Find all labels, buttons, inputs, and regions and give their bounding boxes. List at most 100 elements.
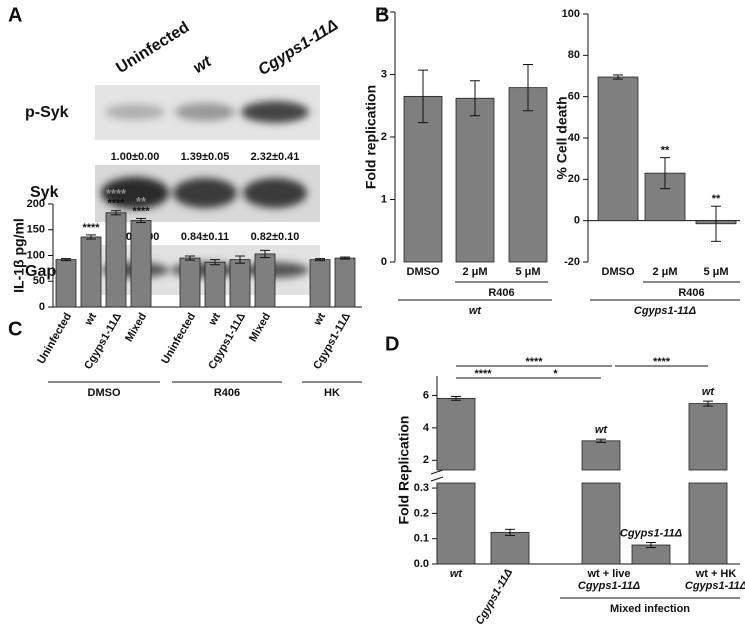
bracket-label: ****	[474, 368, 492, 380]
bar	[309, 259, 331, 308]
bar	[490, 531, 530, 565]
y-axis-label: IL-1β pg/ml	[11, 218, 27, 293]
band	[241, 101, 309, 123]
bar	[436, 482, 476, 565]
x-tick-label: wt	[206, 311, 223, 329]
x-tick-label: 5 μM	[515, 266, 540, 278]
y-tick-label: 4	[423, 422, 430, 434]
bracket-label: ****	[653, 356, 671, 368]
y-tick-label: 60	[568, 91, 580, 103]
x-tick-label: Cgyps1-11Δ	[685, 580, 745, 592]
y-tick-label: 80	[568, 49, 580, 61]
y-tick-label: 3	[381, 68, 387, 80]
x-tick-label: DMSO	[407, 266, 440, 278]
y-tick-label: 4	[381, 6, 388, 18]
y-tick-label: 2	[423, 454, 429, 466]
row-label: p-Syk	[25, 104, 69, 121]
bar	[179, 257, 201, 308]
x-tick-label: Uninfected	[35, 311, 74, 366]
bar	[436, 397, 476, 471]
bar	[508, 87, 548, 263]
bar	[688, 403, 728, 471]
bar	[229, 259, 251, 308]
y-axis-label: % Cell death	[554, 96, 570, 179]
bar	[334, 257, 356, 308]
group-label: HK	[324, 387, 340, 399]
bar-label: wt	[702, 386, 716, 398]
y-tick-label: 40	[568, 132, 580, 144]
x-tick-label: wt + live	[586, 568, 630, 580]
significance: **	[661, 145, 670, 157]
bracket-label: *	[553, 368, 558, 380]
y-tick-label: 1	[381, 193, 387, 205]
lane-label: Cgyps1-11Δ	[255, 16, 341, 79]
bar	[80, 236, 102, 308]
y-tick-label: 0.0	[414, 558, 429, 570]
panel-letter: D	[385, 333, 399, 355]
panel-letter: B	[375, 4, 389, 26]
bar	[597, 76, 639, 222]
bar-label: Cgyps1-11Δ	[620, 527, 682, 539]
bracket-label: ****	[525, 356, 543, 368]
x-tick-label: Mixed	[247, 311, 273, 344]
blot: Uninfected wt Cgyps1-11Δ p-Syk Syk Gapdh…	[25, 16, 341, 295]
quantification: 0.84±0.11	[181, 231, 229, 243]
bar	[581, 440, 621, 471]
significance: **	[712, 193, 721, 205]
x-tick-label: wt	[311, 311, 328, 329]
group-label: Cgyps1-11Δ	[634, 305, 696, 317]
bar	[55, 259, 77, 308]
x-tick-label: Uninfected	[159, 311, 198, 366]
y-tick-label: 150	[27, 224, 45, 236]
y-tick-label: 200	[27, 198, 45, 210]
y-tick-label: 0.2	[414, 507, 429, 519]
x-tick-label: 2 μM	[462, 266, 487, 278]
band	[175, 103, 235, 121]
y-tick-label: 50	[33, 275, 45, 287]
bar	[105, 212, 127, 308]
x-tick-label: 5 μM	[703, 266, 728, 278]
y-axis-label: Fold Replication	[396, 416, 412, 525]
quantification: 2.32±0.41	[251, 151, 300, 163]
group-label: R406	[678, 287, 704, 299]
y-tick-label: 100	[562, 8, 580, 20]
x-tick-label: wt + HK	[695, 568, 737, 580]
significance: ****	[82, 222, 100, 234]
group-label: R406	[214, 387, 240, 399]
band	[105, 104, 165, 120]
y-tick-label: 0	[381, 256, 387, 268]
significance: **	[136, 194, 147, 209]
y-tick-label: 0.3	[414, 482, 429, 494]
y-axis-label: Fold replication	[363, 85, 379, 189]
x-tick-label: Cgyps1-11Δ	[578, 580, 640, 592]
quantification: 0.82±0.10	[251, 231, 300, 243]
significance: ****	[132, 205, 150, 217]
bar-label: wt	[595, 424, 609, 436]
axis-break	[430, 469, 444, 482]
y-tick-label: 100	[27, 249, 45, 261]
y-tick-label: 20	[568, 173, 580, 185]
x-tick-label: 2 μM	[652, 266, 677, 278]
x-tick-label: wt	[450, 568, 464, 580]
band	[243, 178, 307, 208]
band	[173, 178, 237, 208]
lane-label: Uninfected	[113, 19, 192, 77]
y-tick-label: 2	[381, 131, 387, 143]
bar	[403, 95, 443, 263]
group-label: Mixed infection	[610, 603, 690, 615]
significance: ****	[106, 186, 127, 201]
x-tick-label: wt	[82, 311, 99, 329]
row-label: Syk	[30, 184, 59, 201]
y-tick-label: 6	[423, 389, 429, 401]
bar	[204, 261, 226, 308]
x-tick-label: Cgyps1-11Δ	[474, 567, 515, 627]
group-label: DMSO	[88, 387, 121, 399]
panel-letter: A	[8, 4, 22, 26]
bar	[455, 97, 495, 263]
quantification: 1.00±0.00	[111, 151, 160, 163]
y-tick-label: 0	[574, 215, 580, 227]
group-label: R406	[488, 287, 514, 299]
quantification: 1.39±0.05	[181, 151, 230, 163]
bar	[130, 220, 152, 308]
